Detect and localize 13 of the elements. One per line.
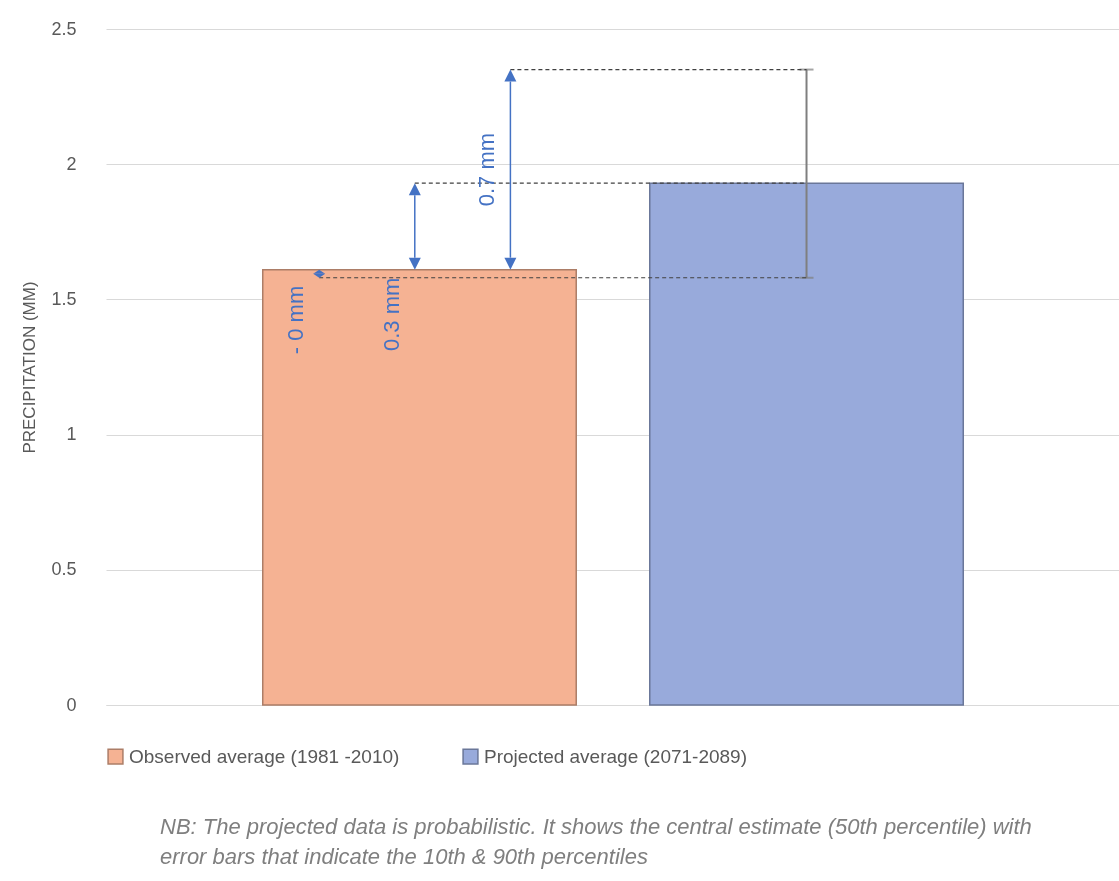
y-axis-title: PRECIPITATION (MM) <box>20 281 40 454</box>
annotation: 0.7 mm <box>474 132 500 207</box>
legend-label: Observed average (1981 -2010) <box>129 745 400 767</box>
y-tick-label: 2.5 <box>51 18 77 39</box>
y-tick-label: 1 <box>66 424 77 445</box>
y-tick-label: 2 <box>66 153 77 174</box>
y-tick-label: 0 <box>66 694 77 715</box>
annotation: - 0 mm <box>282 285 308 355</box>
y-tick-label: 0.5 <box>51 559 77 580</box>
text: NB: The projected data is probabilistic. It shows the central estimate (50th percentile) with error bars that indicate the 10th & 90th percentiles <box>160 813 1033 871</box>
legend-label: Projected average (2071-2089) <box>484 745 748 767</box>
y-tick-label: 1.5 <box>51 288 77 309</box>
annotation: 0.3 mm <box>378 277 404 352</box>
